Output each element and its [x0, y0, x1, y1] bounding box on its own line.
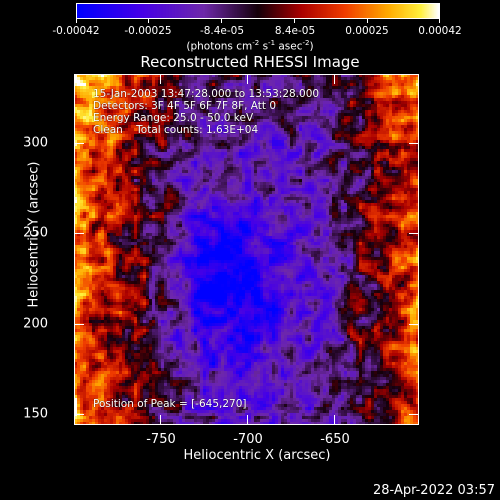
colorbar-tick-label: -0.00042	[52, 25, 100, 37]
overlay-time-range: 15-Jan-2003 13:47:28.000 to 13:53:28.000	[93, 88, 320, 100]
colorbar-tick-label: -8.4e-05	[199, 25, 245, 37]
y-tick-label: 250	[23, 225, 48, 241]
render-timestamp: 28-Apr-2022 03:57	[373, 483, 495, 498]
overlay-peak-position: Position of Peak = [-645,270]	[93, 398, 247, 410]
y-tick-label: 300	[23, 135, 48, 151]
rhessi-image-map	[74, 74, 419, 425]
colorbar	[76, 3, 440, 19]
y-tick-label: 150	[23, 406, 48, 422]
colorbar-units: (photons cm-2 s-1 asec-2)	[186, 39, 314, 53]
y-axis-label: Heliocentric Y (arcsec)	[26, 161, 42, 308]
x-tick-label: -700	[233, 432, 263, 447]
x-axis-label: Heliocentric X (arcsec)	[183, 448, 331, 463]
colorbar-tick-label: -0.00025	[124, 25, 172, 37]
overlay-detectors: Detectors: 3F 4F 5F 6F 7F 8F, Att 0	[93, 100, 277, 112]
colorbar-tick-label: 0.00042	[418, 25, 462, 37]
x-tick-label: -650	[320, 432, 350, 447]
y-tick-label: 200	[23, 316, 48, 332]
image-title: Reconstructed RHESSI Image	[140, 53, 360, 71]
colorbar-tick-label: 8.4e-05	[274, 25, 316, 37]
overlay-energy-range: Energy Range: 25.0 - 50.0 keV	[93, 112, 254, 124]
overlay-clean-counts: Clean Total counts: 1.63E+04	[93, 124, 259, 136]
x-tick-label: -750	[146, 432, 176, 447]
colorbar-tick-label: 0.00025	[345, 25, 389, 37]
